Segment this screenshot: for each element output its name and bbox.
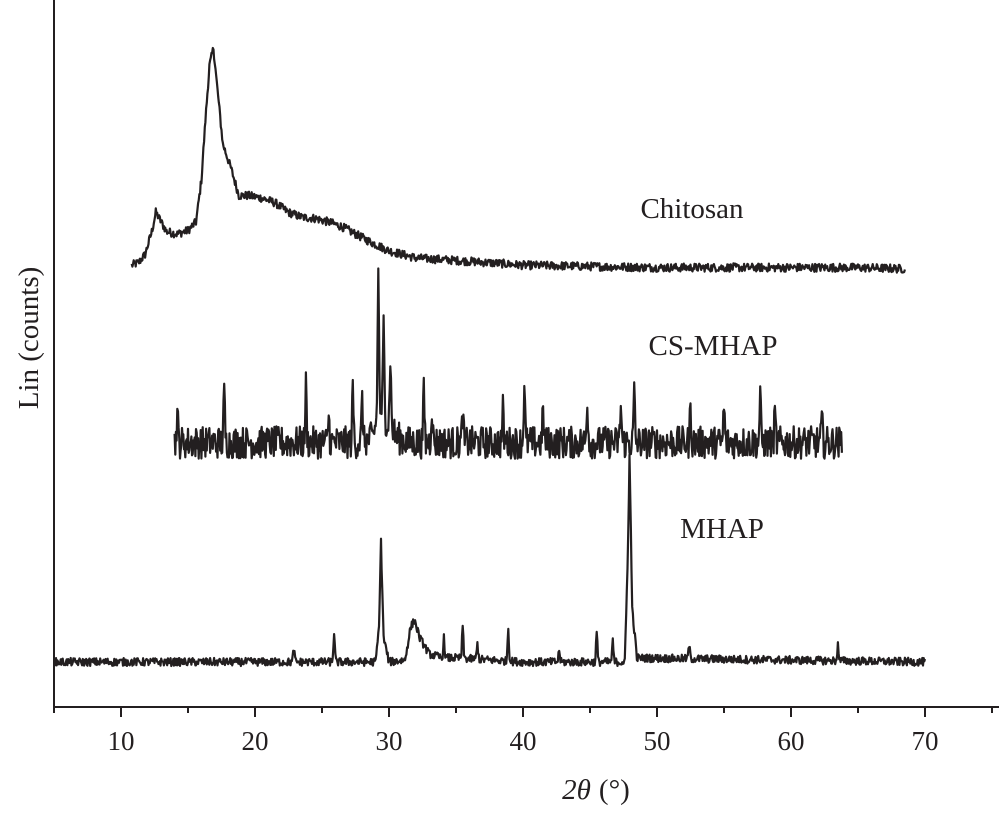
- x-tick-label-40: 40: [510, 726, 537, 756]
- x-tick-label-60: 60: [778, 726, 805, 756]
- x-tick-label-10: 10: [108, 726, 135, 756]
- series-line-mhap: [53, 453, 927, 668]
- series-label-cs-mhap: CS-MHAP: [649, 330, 778, 362]
- x-tick-label-70: 70: [912, 726, 939, 756]
- series-label-mhap: MHAP: [680, 513, 764, 545]
- x-axis-title-main: 2θ: [562, 774, 591, 806]
- x-ticks-group: 10 20 30 40 50 60 70: [53, 707, 993, 756]
- x-tick-label-50: 50: [644, 726, 671, 756]
- x-tick-label-20: 20: [242, 726, 269, 756]
- x-axis-title: 2θ (°): [562, 774, 630, 806]
- series-label-chitosan: Chitosan: [640, 193, 744, 225]
- x-tick-label-30: 30: [376, 726, 403, 756]
- x-axis-title-unit: (°): [599, 774, 630, 806]
- series-line-chitosan: [130, 46, 906, 274]
- y-axis-title: Lin (counts): [13, 267, 45, 410]
- series-labels-group: Chitosan CS-MHAP MHAP: [640, 193, 777, 545]
- traces-group: [53, 46, 927, 668]
- series-line-cs-mhap: [173, 267, 843, 460]
